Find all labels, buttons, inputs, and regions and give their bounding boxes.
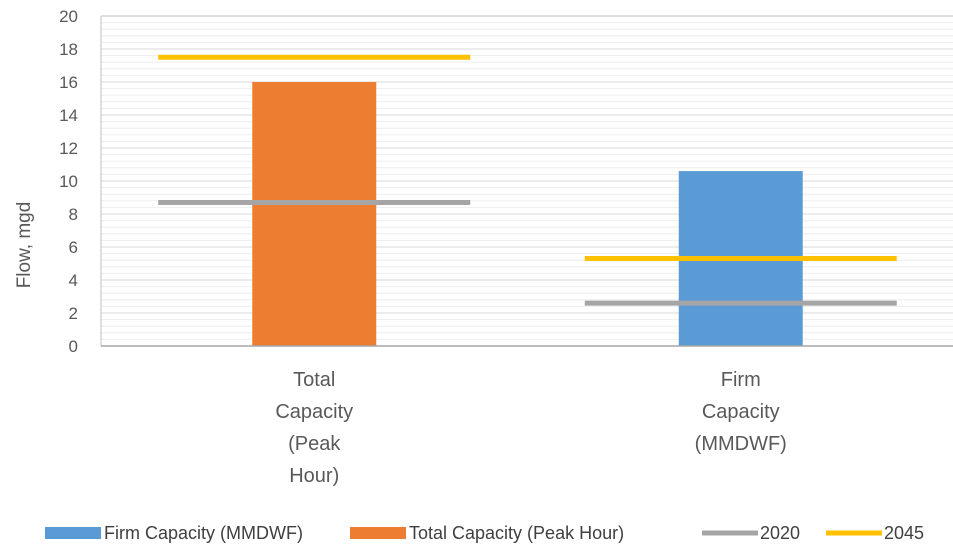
axes	[100, 15, 953, 347]
legend-swatch	[45, 527, 101, 539]
y-tick-label: 8	[69, 205, 78, 224]
y-tick-label: 2	[69, 304, 78, 323]
y-tick-label: 12	[59, 139, 78, 158]
y-tick-label: 4	[69, 271, 78, 290]
y-tick-labels: 0 2 4 6 8 10 12 14 16 18 20	[59, 7, 78, 356]
y-tick-label: 14	[59, 106, 78, 125]
legend-label: Firm Capacity (MMDWF)	[104, 523, 303, 543]
legend-label: Total Capacity (Peak Hour)	[409, 523, 624, 543]
y-tick-label: 18	[59, 40, 78, 59]
bar-total-capacity	[252, 82, 377, 346]
category-label: (Peak	[288, 433, 341, 455]
category-label: Hour)	[289, 465, 339, 487]
legend: Firm Capacity (MMDWF) Total Capacity (Pea…	[45, 523, 924, 543]
gridlines	[101, 15, 953, 347]
category-label: Firm	[721, 369, 761, 391]
y-tick-label: 10	[59, 172, 78, 191]
series-lines	[158, 54, 897, 306]
category-label: (MMDWF)	[695, 433, 787, 455]
category-label: Total	[293, 369, 335, 391]
legend-label: 2045	[884, 523, 924, 543]
legend-swatch	[350, 527, 406, 539]
y-tick-label: 0	[69, 337, 78, 356]
category-label: Capacity	[275, 401, 353, 423]
y-axis-title: Flow, mgd	[14, 202, 35, 289]
y-tick-label: 20	[59, 7, 78, 26]
y-tick-label: 16	[59, 73, 78, 92]
y-tick-label: 6	[69, 238, 78, 257]
category-labels: Total Capacity (Peak Hour) Firm Capacity (MMDW…	[275, 369, 787, 487]
legend-label: 2020	[760, 523, 800, 543]
category-label: Capacity	[702, 401, 780, 423]
